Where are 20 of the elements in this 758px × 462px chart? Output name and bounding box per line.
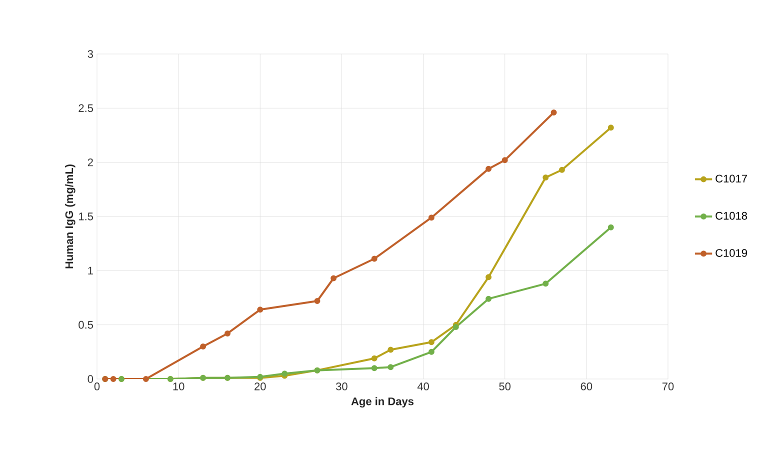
y-tick-label: 2 (88, 158, 93, 166)
x-tick-label: 60 (580, 382, 592, 390)
y-tick-label: 3 (88, 50, 93, 58)
legend-label: C1018 (716, 212, 748, 220)
legend-label: C1019 (716, 249, 747, 257)
x-tick-label: 30 (336, 382, 348, 390)
legend-label: C1017 (716, 174, 747, 183)
x-tick-label: 0 (94, 382, 100, 390)
y-tick-label: 1.5 (79, 212, 93, 220)
y-tick-label: 0.5 (78, 320, 93, 329)
x-tick-label: 70 (662, 382, 674, 390)
y-tick-label: 1 (88, 266, 93, 274)
x-tick-label: 50 (499, 382, 511, 390)
y-tick-label: 2.5 (78, 104, 93, 112)
x-tick-label: 10 (173, 382, 184, 390)
x-axis-title: Age in Days (351, 397, 414, 408)
x-tick-label: 20 (254, 382, 266, 390)
x-tick-label: 40 (417, 382, 429, 390)
y-axis-title: Human IgG (mg/mL) (65, 164, 76, 268)
y-tick-label: 0 (88, 375, 94, 383)
